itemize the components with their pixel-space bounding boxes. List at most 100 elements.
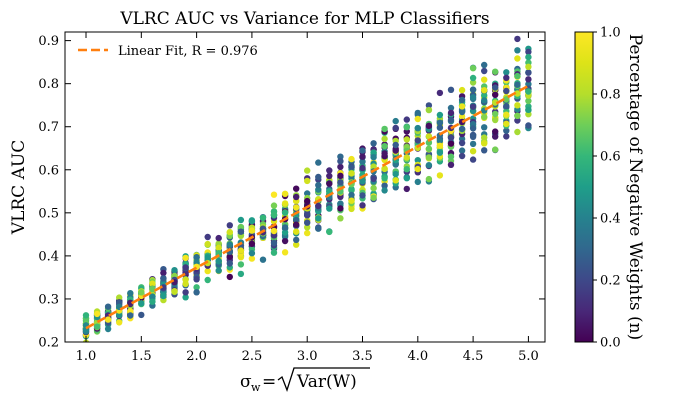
data-point bbox=[481, 92, 488, 99]
data-point bbox=[447, 104, 455, 112]
data-point bbox=[425, 145, 433, 152]
data-point bbox=[259, 256, 267, 263]
data-point bbox=[193, 276, 200, 283]
data-point bbox=[315, 173, 322, 181]
data-point bbox=[348, 197, 355, 204]
data-point bbox=[248, 240, 256, 247]
data-point bbox=[503, 127, 510, 134]
data-point bbox=[414, 137, 421, 144]
data-point bbox=[270, 227, 278, 235]
data-point bbox=[381, 125, 388, 133]
data-point bbox=[104, 303, 112, 310]
data-point bbox=[293, 221, 300, 228]
data-point bbox=[348, 155, 355, 163]
data-point bbox=[326, 172, 333, 180]
chart-title: VLRC AUC vs Variance for MLP Classifiers bbox=[119, 9, 489, 29]
data-point bbox=[525, 53, 532, 61]
data-point bbox=[436, 172, 444, 179]
x-tick-label: 2.0 bbox=[186, 349, 207, 364]
data-point bbox=[337, 158, 344, 165]
data-point bbox=[304, 210, 311, 217]
y-tick-label: 0.2 bbox=[38, 336, 59, 351]
data-point bbox=[304, 190, 311, 197]
data-point bbox=[481, 87, 488, 94]
data-point bbox=[469, 86, 477, 93]
colorbar-tick-label: 0.6 bbox=[600, 150, 621, 165]
x-axis-label: σ w = Var(W) bbox=[240, 367, 370, 394]
data-point bbox=[469, 79, 477, 86]
data-point bbox=[149, 293, 156, 300]
data-point bbox=[337, 153, 344, 160]
data-point bbox=[248, 250, 256, 257]
data-point bbox=[281, 190, 289, 197]
data-point bbox=[237, 216, 245, 224]
data-point bbox=[359, 202, 366, 209]
data-point bbox=[348, 191, 355, 199]
data-point bbox=[204, 267, 211, 275]
data-point bbox=[414, 115, 421, 123]
x-tick-label: 5.0 bbox=[518, 349, 539, 364]
data-point bbox=[469, 103, 477, 110]
data-point bbox=[525, 106, 532, 114]
scatter-points bbox=[82, 35, 532, 342]
data-point bbox=[403, 154, 410, 161]
y-tick-label: 0.7 bbox=[38, 120, 59, 135]
data-point bbox=[160, 269, 167, 277]
data-point bbox=[315, 202, 322, 210]
data-point bbox=[293, 216, 300, 224]
data-point bbox=[481, 134, 488, 141]
data-point bbox=[293, 228, 300, 235]
data-point bbox=[93, 323, 101, 330]
legend: Linear Fit, R = 0.976 bbox=[78, 44, 258, 59]
data-point bbox=[237, 228, 245, 235]
data-point bbox=[304, 224, 311, 231]
data-point bbox=[514, 128, 521, 136]
sqrt-symbol bbox=[277, 367, 370, 392]
data-point bbox=[525, 48, 532, 56]
data-point bbox=[436, 119, 444, 127]
data-point bbox=[237, 247, 245, 254]
data-point bbox=[315, 181, 322, 189]
data-point bbox=[270, 191, 278, 198]
data-point bbox=[116, 294, 123, 301]
data-point bbox=[458, 152, 466, 160]
data-point bbox=[182, 276, 189, 283]
x-tick-label: 2.5 bbox=[242, 349, 263, 364]
data-point bbox=[514, 47, 521, 54]
data-point bbox=[503, 87, 510, 95]
data-point bbox=[116, 311, 123, 319]
data-point bbox=[215, 234, 222, 242]
data-point bbox=[381, 175, 388, 182]
data-point bbox=[458, 86, 466, 94]
data-point bbox=[304, 229, 311, 237]
data-point bbox=[326, 167, 333, 174]
data-point bbox=[436, 124, 444, 131]
data-point bbox=[381, 182, 388, 189]
data-point bbox=[226, 273, 233, 281]
data-point bbox=[370, 175, 377, 182]
data-point bbox=[392, 141, 399, 149]
data-point bbox=[481, 147, 488, 154]
data-point bbox=[436, 142, 444, 149]
data-point bbox=[469, 140, 477, 148]
data-point bbox=[447, 153, 455, 160]
y-tick-label: 0.3 bbox=[38, 292, 59, 307]
data-point bbox=[270, 202, 278, 209]
data-point bbox=[204, 254, 211, 261]
data-point bbox=[204, 240, 211, 248]
y-tick-label: 0.4 bbox=[38, 249, 59, 264]
colorbar-tick-label: 0.8 bbox=[600, 88, 621, 103]
data-point bbox=[304, 167, 311, 174]
data-point bbox=[337, 163, 344, 171]
data-point bbox=[425, 102, 433, 109]
data-point bbox=[370, 185, 377, 192]
data-point bbox=[215, 250, 222, 257]
data-point bbox=[447, 140, 455, 147]
data-point bbox=[481, 113, 488, 121]
data-point bbox=[381, 143, 388, 150]
data-point bbox=[481, 67, 488, 75]
data-point bbox=[514, 112, 521, 120]
data-point bbox=[514, 35, 521, 43]
data-point bbox=[492, 84, 499, 91]
